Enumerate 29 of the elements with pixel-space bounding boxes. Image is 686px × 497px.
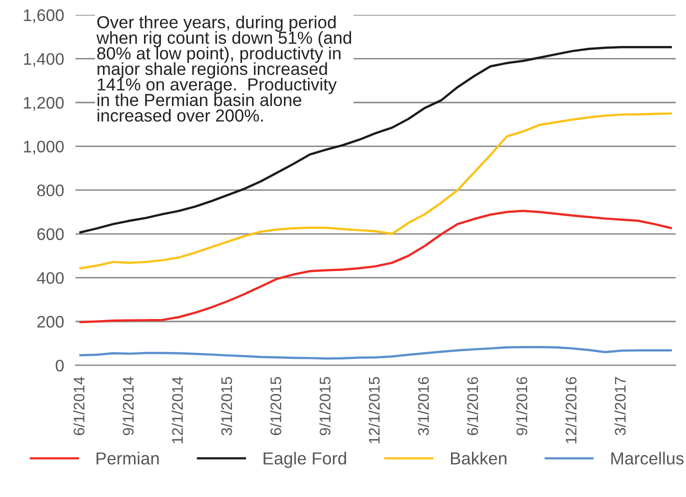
x-tick-label: 6/1/2015 <box>270 377 282 436</box>
legend-label: Permian <box>96 452 159 465</box>
line-series <box>79 210 672 324</box>
y-tick-label: 1,600 <box>24 9 64 24</box>
x-tick-label: 9/1/2015 <box>319 377 330 436</box>
y-tick-label: 600 <box>37 228 64 240</box>
line-series <box>79 346 672 360</box>
y-tick-label: 1,400 <box>24 53 64 67</box>
x-tick-label: 3/1/2017 <box>614 377 626 436</box>
y-tick-label: 0 <box>56 360 64 372</box>
x-tick-label: 12/1/2015 <box>368 377 380 444</box>
y-tick-label: 1,200 <box>24 96 64 111</box>
x-tick-label: 6/1/2014 <box>73 376 84 436</box>
x-tick-label: 3/1/2016 <box>418 377 429 436</box>
y-tick-label: 200 <box>37 316 64 328</box>
x-tick-label: 3/1/2015 <box>220 377 232 436</box>
x-tick-label: 12/1/2014 <box>172 376 183 444</box>
legend-label: Bakken <box>451 452 506 465</box>
x-tick-label: 6/1/2016 <box>466 377 478 436</box>
x-tick-label: 12/1/2016 <box>565 377 576 444</box>
x-tick-label: 9/1/2014 <box>122 376 134 436</box>
annotation: Over three years, during period when rig count is down 51% (and 80% at low point), productivty in major shale regions increased 141% on average. Productivity in the Permian basin alone increased over 200%. <box>96 16 352 122</box>
x-tick-label: 9/1/2016 <box>516 377 528 436</box>
y-tick-label: 800 <box>37 184 64 196</box>
legend-label: Marcellus <box>611 452 684 465</box>
y-tick-label: 1,000 <box>24 140 64 154</box>
y-tick-label: 400 <box>36 272 64 284</box>
line-series <box>79 46 672 234</box>
legend-label: Eagle Ford <box>264 452 346 468</box>
